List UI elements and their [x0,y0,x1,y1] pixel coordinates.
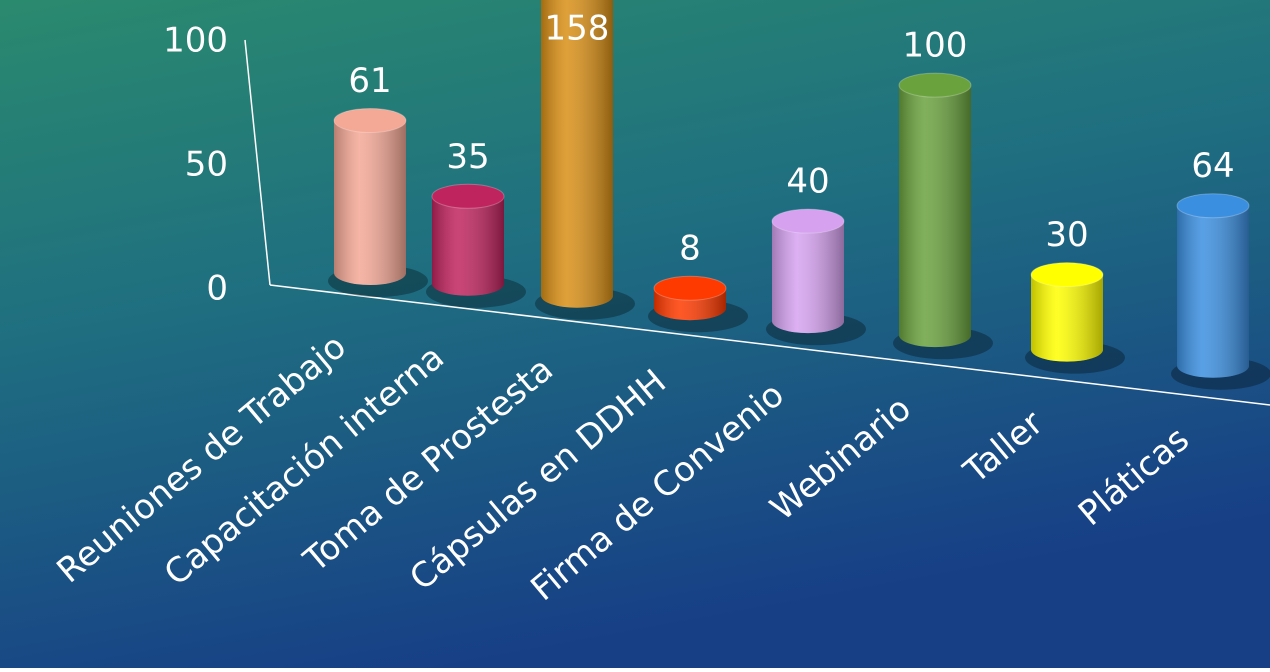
y-tick-label: 0 [206,269,228,309]
value-label: 61 [348,61,391,101]
cylinder [893,72,993,360]
cylinder-top [1176,193,1250,219]
value-label: 8 [679,229,701,269]
value-label: 64 [1191,146,1234,186]
cylinder-top [1030,262,1104,288]
cylinder [1171,193,1270,390]
cylinder [766,208,866,346]
x-axis [269,284,1270,406]
y-axis [244,39,271,286]
cylinder [1025,262,1125,374]
value-label: 35 [446,137,489,177]
cylinder-shade [1031,274,1103,362]
y-tick-label: 50 [185,145,228,185]
cylinder-top [898,72,972,98]
cylinder-shade [772,221,844,334]
y-tick-label: 100 [163,21,228,61]
cylinder [648,275,748,333]
cylinder-shade [1177,205,1249,378]
value-label: 100 [903,26,968,66]
cylinder [328,108,428,297]
cylinder [426,183,526,308]
cylinder-shade [541,0,613,308]
cylinder-shade [334,120,406,285]
cylinder-top [771,208,845,234]
cylinder-top [333,108,407,133]
cylinder-top [431,183,505,209]
cylinder-shade [899,85,971,348]
value-label: 158 [545,9,610,49]
cylinder-shade [432,196,504,296]
value-label: 40 [786,162,829,202]
value-label: 30 [1045,215,1088,255]
cylinder [535,0,635,320]
cylinder-top [653,275,727,301]
